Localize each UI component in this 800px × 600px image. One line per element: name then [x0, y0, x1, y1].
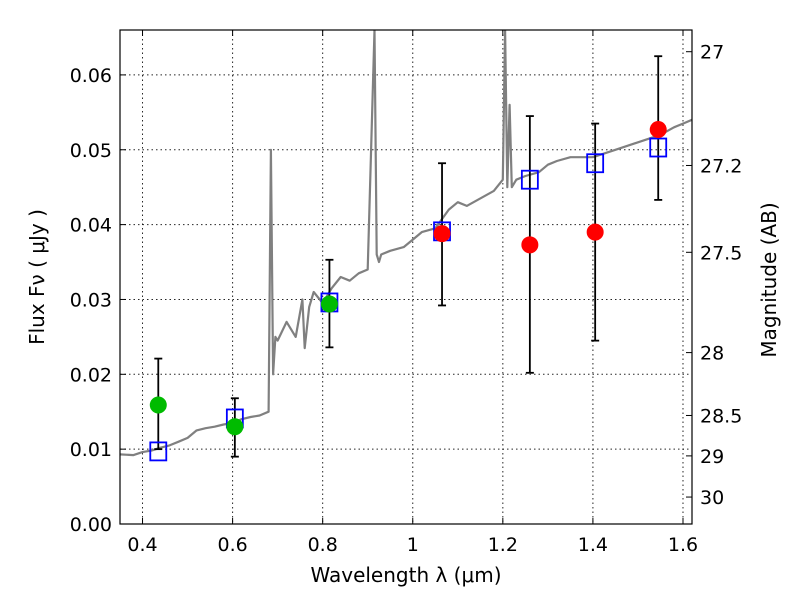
y-tick-label: 0.03 [70, 289, 112, 311]
x-tick-label: 0.6 [217, 534, 247, 556]
observed-flux-point [226, 418, 244, 436]
model-flux-box [149, 441, 168, 462]
y-axis-title: Flux Fν ( μJy ) [25, 209, 49, 345]
model-flux-box [649, 137, 668, 158]
right-tick-label: 28.5 [700, 405, 742, 427]
observed-flux-point [586, 223, 604, 241]
observed-flux-points [149, 121, 667, 436]
right-tick-label: 27 [700, 42, 724, 64]
x-tick-label: 0.4 [127, 534, 157, 556]
x-tick-label: 1.2 [488, 534, 518, 556]
right-tick-label: 27.2 [700, 155, 742, 177]
y-tick-label: 0.00 [70, 514, 112, 536]
y-tick-label: 0.01 [70, 439, 112, 461]
right-tick-label: 30 [700, 487, 724, 509]
x-tick-label: 0.8 [308, 534, 338, 556]
right-axis-ticks: 27 27.2 27.5 28 28.5 29 30 [686, 42, 742, 509]
spectrum-line [120, 30, 692, 457]
y-axis-ticks: 0.00 0.01 0.02 0.03 0.04 0.05 0.06 [70, 65, 126, 536]
observed-flux-point [320, 295, 338, 313]
x-tick-label: 1.4 [578, 534, 608, 556]
x-axis-title: Wavelength λ (μm) [310, 563, 501, 587]
observed-flux-point [521, 236, 539, 254]
right-tick-label: 28 [700, 343, 724, 365]
y-tick-label: 0.04 [70, 215, 112, 237]
y-tick-label: 0.05 [70, 140, 112, 162]
plot-frame [119, 29, 693, 525]
model-flux-box [586, 153, 605, 174]
right-axis-title: Magnitude (AB) [757, 202, 781, 357]
grid-lines [120, 30, 692, 525]
observed-flux-point [433, 225, 451, 243]
x-tick-label: 1 [407, 534, 419, 556]
observed-flux-point [649, 121, 667, 139]
x-axis-ticks: 0.4 0.6 0.8 1 1.2 1.4 1.6 [127, 30, 698, 556]
y-tick-label: 0.02 [70, 364, 112, 386]
y-tick-label: 0.06 [70, 65, 112, 87]
right-tick-label: 29 [700, 446, 724, 468]
observed-flux-point [149, 396, 167, 414]
error-bars [154, 55, 663, 458]
x-tick-label: 1.6 [668, 534, 698, 556]
right-tick-label: 27.5 [700, 242, 742, 264]
model-flux-box [520, 169, 539, 190]
plot-area [120, 30, 692, 462]
